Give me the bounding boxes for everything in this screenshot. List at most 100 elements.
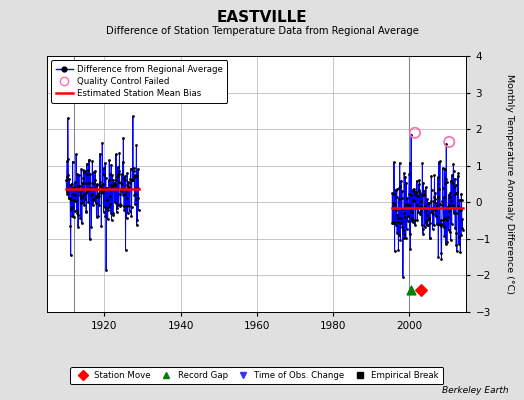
Point	[103, 184, 111, 191]
Point	[134, 195, 142, 202]
Point	[449, 161, 457, 167]
Point	[399, 226, 407, 233]
Point	[132, 185, 140, 191]
Point	[122, 247, 130, 253]
Point	[453, 210, 461, 217]
Point	[397, 195, 406, 202]
Point	[390, 248, 399, 254]
Point	[101, 204, 109, 210]
Point	[423, 196, 431, 202]
Point	[105, 157, 114, 163]
Point	[429, 211, 438, 217]
Point	[102, 267, 110, 273]
Point	[89, 196, 97, 202]
Point	[127, 212, 136, 219]
Point	[73, 182, 82, 189]
Point	[424, 200, 432, 206]
Point	[403, 200, 411, 207]
Point	[111, 182, 119, 188]
Point	[85, 236, 94, 242]
Point	[401, 235, 410, 242]
Point	[119, 191, 127, 198]
Point	[424, 215, 433, 222]
Point	[98, 185, 106, 192]
Point	[96, 150, 104, 157]
Point	[109, 211, 117, 218]
Point	[114, 164, 122, 171]
Point	[68, 213, 77, 220]
Point	[443, 204, 452, 211]
Point	[451, 191, 459, 197]
Point	[64, 195, 73, 202]
Point	[81, 195, 90, 202]
Point	[445, 202, 454, 208]
Point	[397, 215, 405, 221]
Point	[395, 231, 403, 238]
Point	[126, 166, 135, 172]
Point	[99, 187, 107, 193]
Point	[93, 186, 102, 192]
Point	[407, 287, 416, 293]
Point	[63, 174, 71, 180]
Point	[107, 217, 116, 223]
Point	[420, 191, 428, 198]
Point	[124, 179, 133, 185]
Point	[63, 115, 72, 121]
Point	[108, 210, 117, 216]
Point	[107, 183, 116, 189]
Point	[398, 188, 406, 194]
Point	[447, 220, 456, 227]
Point	[64, 172, 73, 178]
Point	[401, 214, 409, 220]
Point	[75, 183, 83, 190]
Point	[402, 225, 411, 232]
Point	[71, 198, 79, 204]
Point	[427, 198, 435, 204]
Point	[96, 183, 104, 189]
Point	[129, 176, 137, 182]
Point	[132, 142, 140, 149]
Point	[103, 196, 112, 202]
Point	[100, 172, 108, 178]
Point	[396, 183, 404, 189]
Point	[128, 176, 136, 183]
Point	[122, 188, 130, 194]
Point	[101, 213, 110, 219]
Point	[428, 186, 436, 193]
Point	[407, 132, 416, 138]
Point	[72, 198, 80, 204]
Point	[434, 254, 442, 260]
Point	[113, 174, 121, 180]
Point	[430, 194, 439, 200]
Point	[405, 190, 413, 197]
Point	[410, 186, 418, 192]
Point	[104, 177, 113, 184]
Point	[74, 182, 83, 189]
Point	[430, 222, 438, 228]
Point	[441, 214, 450, 221]
Point	[419, 230, 427, 237]
Point	[391, 186, 400, 193]
Point	[413, 193, 422, 199]
Point	[455, 206, 464, 212]
Point	[117, 188, 125, 194]
Point	[457, 190, 465, 197]
Point	[116, 191, 124, 197]
Point	[416, 211, 424, 218]
Point	[79, 167, 88, 173]
Point	[83, 160, 91, 167]
Point	[410, 187, 419, 194]
Point	[389, 218, 398, 225]
Point	[446, 228, 455, 235]
Point	[63, 157, 71, 164]
Point	[118, 186, 127, 192]
Point	[115, 150, 124, 157]
Point	[105, 204, 113, 210]
Point	[92, 194, 101, 200]
Point	[89, 202, 97, 208]
Point	[436, 217, 445, 224]
Point	[99, 190, 107, 196]
Point	[116, 201, 124, 207]
Point	[416, 204, 424, 210]
Point	[413, 217, 421, 224]
